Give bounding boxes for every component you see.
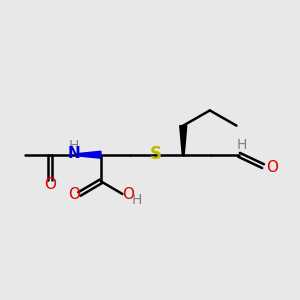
Text: O: O bbox=[44, 177, 56, 192]
Text: H: H bbox=[131, 193, 142, 207]
Polygon shape bbox=[180, 126, 187, 155]
Text: S: S bbox=[149, 145, 161, 163]
Text: H: H bbox=[237, 138, 247, 152]
Text: O: O bbox=[122, 187, 134, 202]
Text: O: O bbox=[68, 187, 80, 202]
Text: N: N bbox=[67, 146, 80, 161]
Polygon shape bbox=[76, 151, 101, 158]
Text: O: O bbox=[266, 160, 278, 175]
Text: H: H bbox=[68, 139, 79, 153]
